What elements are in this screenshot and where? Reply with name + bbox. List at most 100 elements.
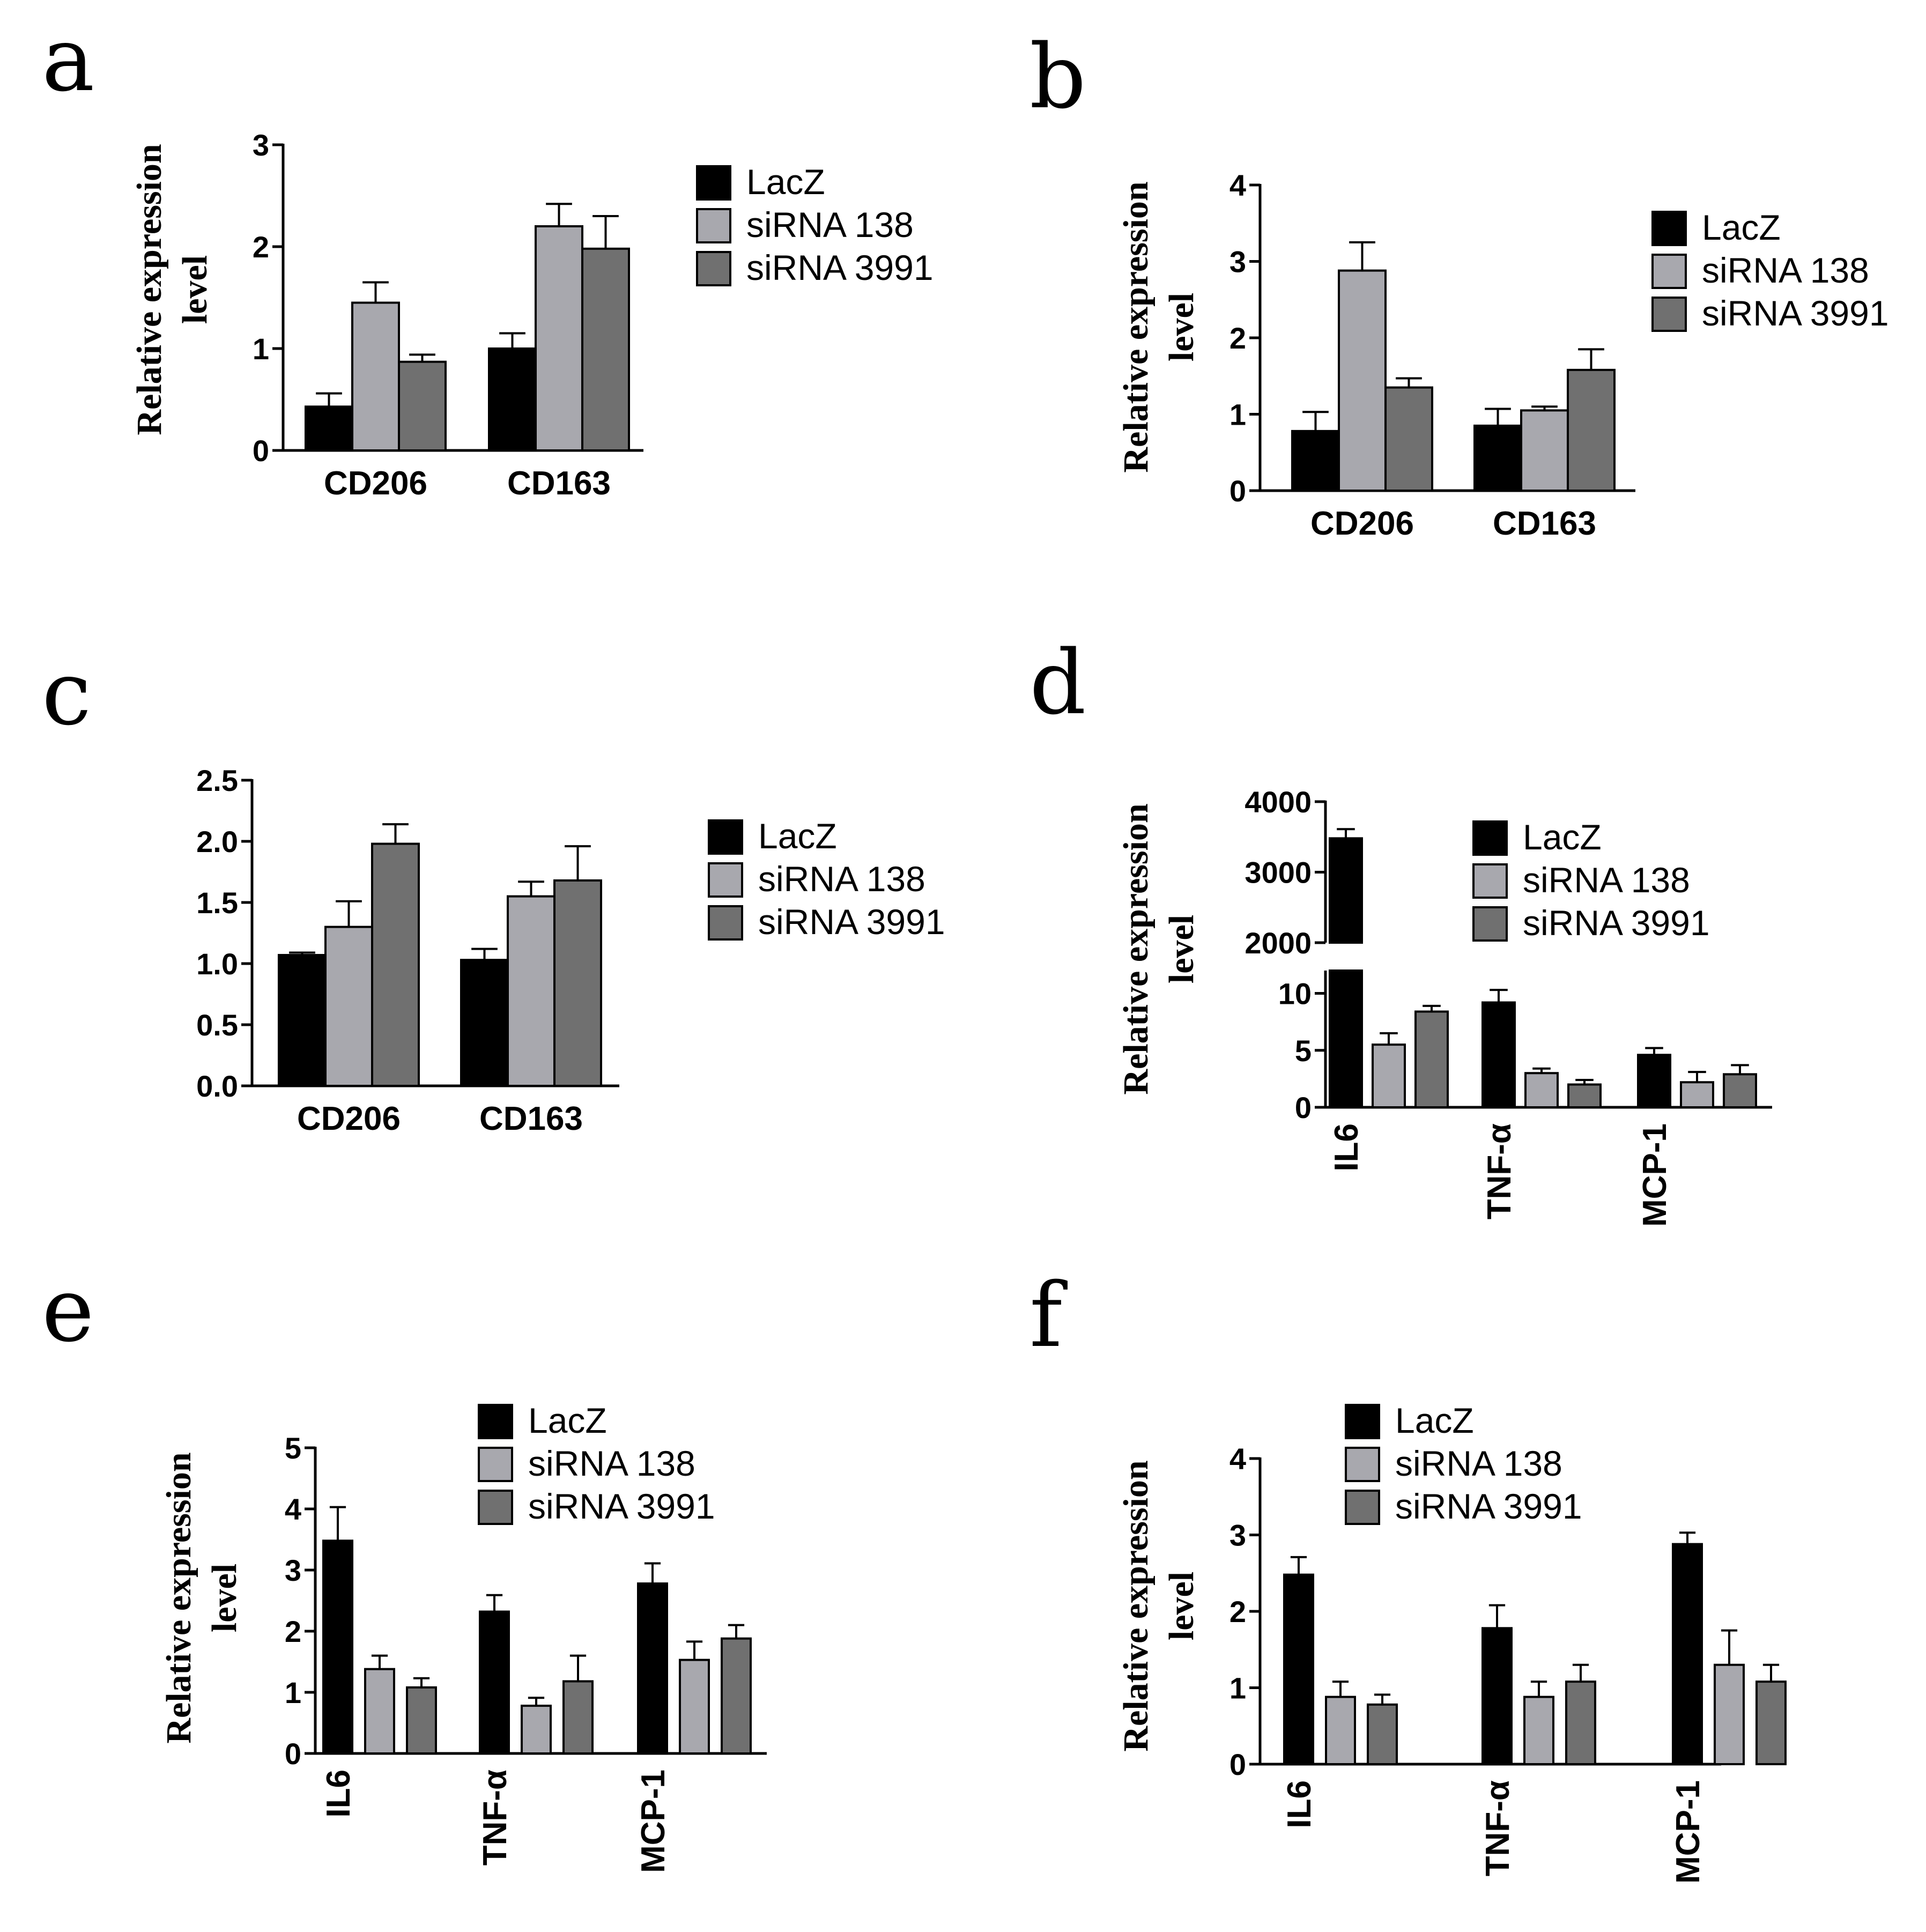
legend-swatch <box>1651 254 1687 289</box>
category-label: MCP-1 <box>635 1770 672 1873</box>
legend-label: LacZ <box>746 162 825 202</box>
chart-panel-a: a Relative expression level 0 1 2 3 CD206 CD163 L… <box>42 8 934 502</box>
bar-CD206-siRNA 3991 <box>398 360 447 452</box>
bar-TNF-α-LacZ <box>1481 1627 1513 1766</box>
y-tick-label: 0 <box>1295 1091 1312 1124</box>
bar-TNF-α-siRNA 138 <box>521 1705 552 1755</box>
legend-label: LacZ <box>1702 208 1781 247</box>
bar-MCP-1-siRNA 138 <box>1714 1663 1745 1765</box>
category-label: MCP-1 <box>1670 1780 1707 1884</box>
legend-label: siRNA 138 <box>758 859 925 899</box>
legend-label: siRNA 3991 <box>1702 293 1889 333</box>
y-tick-label: 3000 <box>1245 856 1312 890</box>
legend-label: siRNA 138 <box>1702 250 1869 290</box>
bar-MCP-1-LacZ <box>1672 1543 1703 1766</box>
bar-IL6-siRNA 3991 <box>1367 1703 1398 1766</box>
y-tick-label: 2 <box>253 230 269 264</box>
bar-CD163-LacZ <box>1473 424 1522 492</box>
y-tick-label: 10 <box>1278 977 1312 1011</box>
legend-label: siRNA 138 <box>746 205 914 245</box>
y-tick-label: 5 <box>1295 1034 1312 1068</box>
category-label: CD163 <box>507 465 611 502</box>
bar-MCP-1-siRNA 3991 <box>1723 1073 1757 1108</box>
bar-MCP-1-siRNA 3991 <box>1755 1681 1787 1766</box>
legend-swatch <box>1472 863 1508 899</box>
y-tick-label: 5 <box>285 1431 301 1465</box>
y-tick-label: 1 <box>285 1676 301 1709</box>
bar-CD206-LacZ <box>305 405 353 451</box>
category-label: CD206 <box>1310 505 1414 542</box>
y-tick-label: 1.5 <box>196 886 238 920</box>
bar-IL6-LacZ <box>1283 1573 1314 1766</box>
bar-CD163-siRNA 138 <box>535 225 583 451</box>
panel-letter: f <box>1029 1264 1068 1367</box>
y-tick-label: 4 <box>1229 1442 1246 1476</box>
y-tick-label: 3 <box>1229 245 1246 279</box>
bar-CD163-siRNA 3991 <box>1567 368 1616 492</box>
y-axis-label-line2: level <box>205 1564 244 1632</box>
legend-swatch <box>708 905 743 941</box>
category-label: TNF-α <box>1479 1780 1516 1876</box>
category-label: TNF-α <box>1481 1123 1518 1219</box>
chart-panel-e: e Relative expression level 0 1 2 3 4 5 IL6 TNF-α M… <box>42 1259 767 1873</box>
legend-swatch <box>1345 1404 1380 1439</box>
y-axis-label-line2: level <box>1162 293 1201 361</box>
category-label: CD206 <box>297 1100 401 1137</box>
category-label: CD163 <box>479 1100 583 1137</box>
legend-swatch <box>1651 211 1687 246</box>
y-tick-label: 4000 <box>1245 785 1312 819</box>
y-tick-label: 2000 <box>1245 926 1312 960</box>
y-axis-label: Relative expression <box>159 1452 198 1743</box>
bar-TNF-α-siRNA 3991 <box>562 1680 594 1755</box>
chart-panel-f: f Relative expression level 0 1 2 3 4 IL6 TNF-α MC… <box>1029 1264 1787 1884</box>
legend-swatch <box>1345 1447 1380 1482</box>
category-label: CD163 <box>1493 505 1596 542</box>
legend-label: siRNA 3991 <box>758 902 945 942</box>
legend-swatch <box>478 1447 513 1482</box>
legend-label: LacZ <box>1523 817 1602 857</box>
panel-letter: b <box>1029 25 1086 128</box>
y-axis-label-line2: level <box>1162 1572 1201 1640</box>
y-tick-label: 4 <box>285 1492 301 1526</box>
bar-IL6-LacZ-lower <box>1329 969 1363 1108</box>
panel-letter: d <box>1029 631 1086 734</box>
bar-CD206-siRNA 138 <box>324 926 373 1087</box>
bar-TNF-α-LacZ <box>479 1610 510 1755</box>
y-tick-label: 2.0 <box>196 825 238 858</box>
y-tick-label: 1 <box>253 332 269 366</box>
legend-swatch <box>478 1404 513 1439</box>
bar-IL6-siRNA 138 <box>1325 1696 1356 1766</box>
legend-swatch <box>1651 297 1687 332</box>
bar-IL6-LacZ <box>1329 837 1363 944</box>
y-tick-label: 1 <box>1229 398 1246 432</box>
bar-IL6-siRNA 3991 <box>1414 1010 1449 1108</box>
legend-label: siRNA 138 <box>1395 1444 1562 1483</box>
bar-IL6-LacZ <box>322 1539 353 1755</box>
chart-panel-b: b Relative expression level 0 1 2 3 4 CD206 CD163… <box>1029 25 1889 542</box>
bar-CD163-LacZ <box>460 959 509 1087</box>
bar-CD206-LacZ <box>278 954 327 1087</box>
bar-TNF-α-LacZ <box>1481 1001 1516 1108</box>
panel-letter: c <box>42 642 91 745</box>
bar-TNF-α-siRNA 138 <box>1524 1072 1559 1108</box>
bar-MCP-1-siRNA 138 <box>1680 1081 1714 1108</box>
legend-swatch <box>696 251 731 286</box>
y-axis-label-line2: level <box>1162 915 1201 983</box>
y-tick-label: 2 <box>1229 321 1246 355</box>
legend-label: siRNA 3991 <box>1523 903 1710 943</box>
bar-TNF-α-siRNA 3991 <box>1565 1681 1596 1766</box>
bar-TNF-α-siRNA 138 <box>1523 1696 1554 1766</box>
y-tick-label: 1 <box>1229 1671 1246 1705</box>
y-tick-label: 1.0 <box>196 947 238 981</box>
y-tick-label: 0 <box>1229 474 1246 508</box>
legend-swatch <box>1472 906 1508 942</box>
bar-CD206-siRNA 138 <box>351 301 400 451</box>
legend-label: siRNA 3991 <box>528 1486 715 1526</box>
bar-CD206-siRNA 3991 <box>1384 386 1433 492</box>
